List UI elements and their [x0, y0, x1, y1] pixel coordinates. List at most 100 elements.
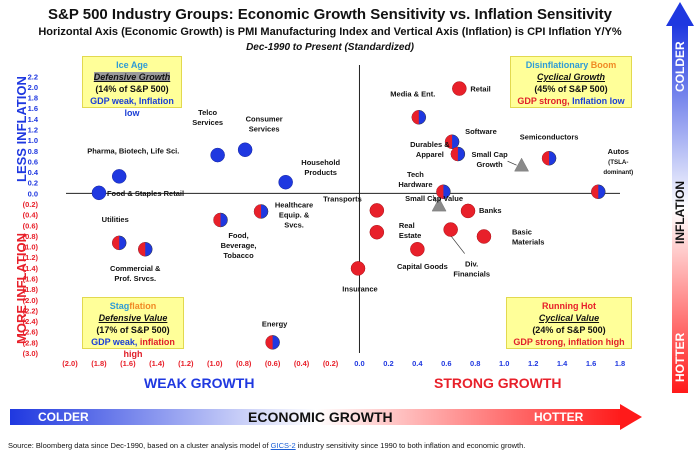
source-footnote: Source: Bloomberg data since Dec-1990, b…: [8, 441, 525, 450]
data-point-label: Healthcare: [275, 200, 313, 209]
data-point-half: [254, 204, 262, 219]
inflation-arrow-body: [672, 25, 688, 393]
data-point-half: [213, 212, 221, 227]
y-tick-label: 0.8: [28, 147, 38, 156]
data-point-label: Software: [465, 127, 497, 136]
quadrant-ice-age: Ice Age Defensive Growth (14% of S&P 500…: [82, 56, 182, 118]
data-point-label: Transports: [323, 194, 362, 203]
gics-link[interactable]: GICS-2: [270, 441, 296, 450]
data-point: [460, 203, 476, 219]
data-point: [237, 142, 253, 157]
y-tick-label: (2.0): [23, 296, 39, 305]
quadrant-disinflationary-style: Cyclical Growth: [536, 72, 606, 82]
y-tick-label: 1.4: [28, 115, 39, 124]
economic-growth-arrow-body: [10, 409, 622, 425]
data-point-label: Services: [192, 118, 223, 127]
data-point: [91, 185, 107, 201]
x-tick-label: 0.6: [441, 359, 451, 368]
quadrant-ice-age-growth: GDP weak, Inflation low: [90, 96, 174, 118]
y-tick-label: (0.8): [23, 232, 39, 241]
quadrant-stagflation-share: (17% of S&P 500): [96, 325, 170, 335]
quadrant-ice-age-name: Ice Age: [116, 60, 148, 70]
data-point-label: Equip. &: [279, 210, 310, 219]
data-point-label: Food & Staples Retail: [107, 189, 184, 198]
y-tick-label: (0.6): [23, 221, 39, 230]
data-point-label: Telco: [198, 108, 217, 117]
quadrant-disinflationary-name-b: Boom: [588, 60, 617, 70]
data-point-label: Autos: [608, 147, 629, 156]
data-point: [278, 174, 293, 190]
y-tick-label: 1.6: [28, 104, 38, 113]
arrow-v-colder-label: COLDER: [673, 41, 687, 92]
y-tick-label: (1.0): [23, 243, 39, 252]
data-point-label: Energy: [262, 319, 288, 328]
x-tick-label: 0.0: [354, 359, 364, 368]
y-tick-label: (1.2): [23, 253, 39, 262]
data-point-half: [542, 151, 550, 166]
data-point: [369, 224, 385, 240]
data-point-half: [591, 184, 599, 199]
data-point-label: Banks: [479, 206, 502, 215]
data-point-label: Pharma, Biotech, Life Sci.: [87, 146, 179, 155]
y-tick-label: 0.0: [28, 189, 38, 198]
x-tick-label: 1.8: [615, 359, 625, 368]
y-tick-label: 2.0: [28, 83, 38, 92]
footer-text-a: Source: Bloomberg data since Dec-1990, b…: [8, 441, 271, 450]
economic-growth-arrow: COLDER ECONOMIC GROWTH HOTTER: [10, 404, 642, 430]
data-point-label: Utilities: [102, 215, 129, 224]
x-tick-label: 1.2: [528, 359, 538, 368]
y-tick-label: (2.4): [23, 317, 39, 326]
y-tick-label: 1.2: [28, 126, 38, 135]
quadrant-stagflation-growth-a: GDP weak,: [91, 337, 140, 347]
data-point-label: Tobacco: [223, 251, 254, 260]
data-point-label: Prof. Srvcs.: [114, 274, 156, 283]
strong-growth-label: STRONG GROWTH: [434, 375, 562, 391]
date-range: Dec-1990 to Present (Standardized): [246, 42, 414, 53]
y-tick-label: (2.8): [23, 338, 39, 347]
quadrant-disinflationary-growth-a: GDP strong,: [517, 96, 573, 106]
arrow-colder-label: COLDER: [38, 410, 89, 424]
leader-line: [432, 194, 437, 203]
quadrant-stagflation-style: Defensive Value: [98, 313, 168, 323]
data-point-label: Semiconductors: [520, 132, 579, 141]
arrow-up-icon: [666, 2, 694, 26]
chart-subtitle: Horizontal Axis (Economic Growth) is PMI…: [38, 26, 622, 38]
data-point-half: [265, 335, 273, 350]
quadrant-running-hot-name: Running Hot: [542, 301, 596, 311]
x-tick-label: (0.6): [265, 359, 281, 368]
data-point: [476, 229, 492, 244]
x-tick-label: (0.4): [294, 359, 310, 368]
data-point-label: Tech: [407, 170, 424, 179]
data-point-label: Capital Goods: [397, 262, 448, 271]
more-inflation-label: MORE INFLATION: [14, 233, 29, 344]
data-point-label: Small Cap Value: [405, 194, 463, 203]
leader-line: [450, 235, 465, 254]
chart-title: S&P 500 Industry Groups: Economic Growth…: [47, 6, 613, 23]
data-point: [452, 81, 467, 96]
y-tick-label: (2.2): [23, 306, 39, 315]
quadrant-running-hot-share: (24% of S&P 500): [532, 325, 606, 335]
data-point-label: Hardware: [398, 180, 432, 189]
quadrant-disinflationary-boom: Disinflationary Boom Cyclical Growth (45…: [510, 56, 632, 108]
data-point-label: Small Cap: [471, 150, 508, 159]
data-point: [410, 241, 425, 257]
data-point: [350, 261, 366, 276]
quadrant-running-hot: Running Hot Cyclical Value (24% of S&P 5…: [506, 297, 632, 349]
data-point-label: (TSLA-: [608, 159, 628, 166]
data-point-triangle: [514, 157, 529, 172]
quadrant-stagflation: Stagflation Defensive Value (17% of S&P …: [82, 297, 184, 359]
data-point-half: [445, 134, 453, 149]
data-point-label: Materials: [512, 237, 545, 246]
quadrant-stagflation-name-b: flation: [129, 301, 157, 311]
data-point-label: Services: [249, 125, 280, 134]
x-tick-label: 0.4: [412, 359, 423, 368]
quadrant-ice-age-style: Defensive Growth: [93, 72, 171, 82]
data-point: [111, 169, 127, 184]
footer-text-b: industry sensitivity since 1990 to both …: [295, 441, 526, 450]
quadrant-stagflation-growth-b: inflation high: [123, 337, 175, 359]
quadrant-running-hot-style: Cyclical Value: [538, 313, 600, 323]
x-tick-label: 1.6: [586, 359, 596, 368]
data-point-half: [450, 147, 458, 162]
arrow-v-inflation-label: INFLATION: [673, 180, 687, 244]
data-point-label: Retail: [470, 85, 490, 94]
